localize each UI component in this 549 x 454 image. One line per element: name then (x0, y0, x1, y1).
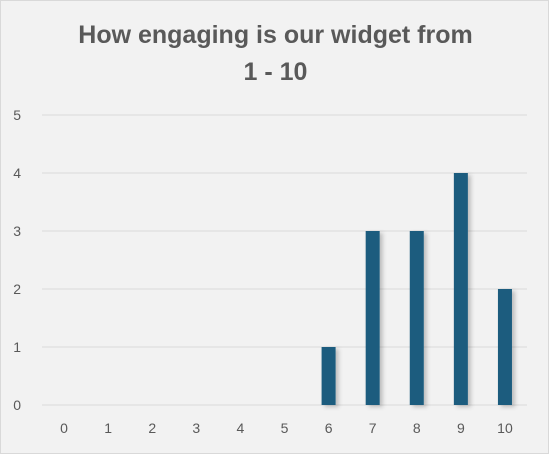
y-tick-label-1: 1 (13, 339, 21, 355)
y-axis-tick-labels: 0 1 2 3 4 5 (13, 107, 21, 413)
bars (321, 173, 512, 405)
bar-8 (409, 231, 424, 405)
x-tick-label-6: 6 (325, 420, 333, 436)
y-tick-label-0: 0 (13, 397, 21, 413)
x-tick-label-9: 9 (457, 420, 465, 436)
x-tick-label-8: 8 (413, 420, 421, 436)
bar-6 (321, 347, 336, 405)
x-tick-label-5: 5 (281, 420, 289, 436)
x-tick-label-0: 0 (60, 420, 68, 436)
x-tick-label-2: 2 (148, 420, 156, 436)
chart-title-line-1: How engaging is our widget from (78, 21, 473, 49)
bar-7 (365, 231, 380, 405)
x-tick-label-3: 3 (192, 420, 200, 436)
x-tick-label-7: 7 (369, 420, 377, 436)
bar-9 (453, 173, 468, 405)
x-tick-label-1: 1 (104, 420, 112, 436)
y-tick-label-3: 3 (13, 223, 21, 239)
y-tick-label-5: 5 (13, 107, 21, 123)
x-tick-label-10: 10 (497, 420, 513, 436)
chart-title: How engaging is our widget from 1 - 10 (1, 17, 549, 91)
x-tick-label-4: 4 (237, 420, 245, 436)
gridlines (42, 114, 527, 406)
y-tick-label-2: 2 (13, 281, 21, 297)
bar-10 (497, 289, 512, 405)
y-tick-label-4: 4 (13, 165, 21, 181)
chart-title-line-2: 1 - 10 (243, 58, 308, 86)
x-axis-tick-labels: 0 1 2 3 4 5 6 7 8 9 10 (60, 420, 513, 436)
